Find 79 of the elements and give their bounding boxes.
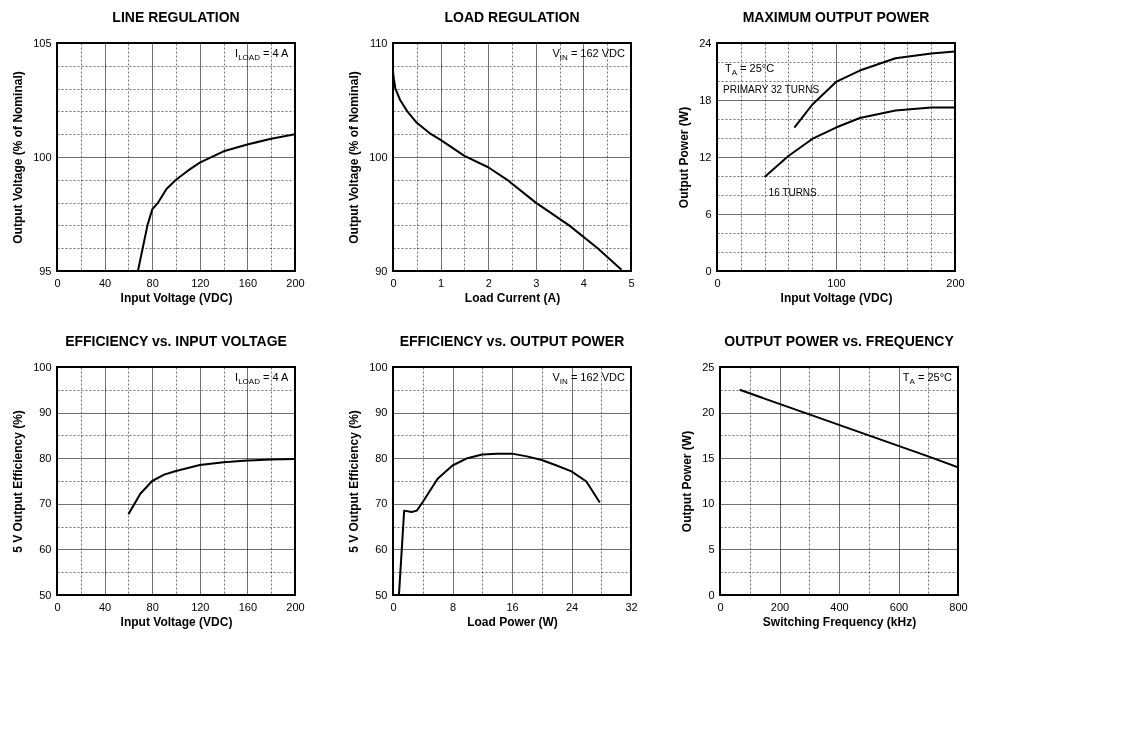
y-tick-label: 10 (702, 497, 715, 510)
y-tick-label: 24 (699, 36, 712, 49)
x-tick-label: 4 (580, 276, 587, 289)
x-tick-label: 0 (54, 276, 61, 289)
y-tick-label: 90 (375, 406, 388, 419)
y-tick-label: 90 (39, 406, 52, 419)
y-tick-label: 70 (39, 497, 52, 510)
y-tick-label: 105 (33, 36, 52, 49)
y-tick-label: 110 (369, 36, 388, 49)
y-tick-label: 70 (375, 497, 388, 510)
chart-title: LOAD REGULATION (444, 9, 580, 25)
x-tick-label: 120 (191, 600, 210, 613)
y-tick-label: 6 (705, 207, 712, 220)
x-tick-label: 200 (770, 600, 790, 613)
x-tick-label: 1 (438, 276, 445, 289)
x-tick-label: 100 (827, 276, 846, 289)
y-tick-label: 95 (39, 264, 52, 277)
y-tick-label: 25 (702, 360, 715, 373)
y-tick-label: 18 (699, 93, 712, 106)
x-tick-label: 400 (830, 600, 849, 613)
chart-title: OUTPUT POWER vs. FREQUENCY (724, 333, 955, 349)
x-tick-label: 200 (946, 276, 965, 289)
x-tick-label: 160 (238, 600, 258, 613)
x-tick-label: 2 (485, 276, 492, 289)
x-axis-title: Input Voltage (VDC) (120, 614, 233, 629)
y-tick-label: 50 (39, 588, 52, 601)
y-axis-title: 5 V Output Efficiency (%) (347, 410, 362, 553)
x-tick-label: 120 (191, 276, 210, 289)
x-tick-label: 160 (238, 276, 258, 289)
y-tick-label: 20 (702, 406, 715, 419)
y-tick-label: 100 (369, 150, 388, 163)
y-tick-label: 50 (375, 588, 388, 601)
x-tick-label: 5 (628, 276, 635, 289)
chart-title: EFFICIENCY vs. OUTPUT POWER (399, 333, 625, 349)
x-axis-title: Input Voltage (VDC) (780, 290, 893, 305)
y-tick-label: 0 (705, 264, 712, 277)
x-tick-label: 24 (565, 600, 579, 613)
x-tick-label: 40 (98, 600, 112, 613)
y-tick-label: 100 (369, 360, 388, 373)
y-axis-title: 5 V Output Efficiency (%) (11, 410, 26, 553)
chart-title: LINE REGULATION (112, 9, 240, 25)
y-axis-title: Output Power (W) (680, 430, 695, 533)
y-tick-label: 90 (375, 264, 388, 277)
y-tick-label: 100 (33, 150, 52, 163)
chart-title: MAXIMUM OUTPUT POWER (742, 9, 930, 25)
x-tick-label: 40 (98, 276, 112, 289)
y-tick-label: 100 (33, 360, 52, 373)
x-axis-title: Switching Frequency (kHz) (762, 614, 917, 629)
x-tick-label: 16 (506, 600, 519, 613)
x-axis-title: Load Current (A) (464, 290, 561, 305)
x-tick-label: 0 (54, 600, 61, 613)
series-label: 16 TURNS (768, 186, 818, 198)
x-tick-label: 80 (146, 600, 159, 613)
series-label: PRIMARY 32 TURNS (723, 83, 820, 95)
x-axis-title: Load Power (W) (467, 614, 558, 629)
y-axis-title: Output Voltage (% of Nominal) (347, 71, 362, 244)
x-tick-label: 80 (146, 276, 159, 289)
y-axis-title: Output Power (W) (677, 106, 692, 209)
x-axis-title: Input Voltage (VDC) (120, 290, 233, 305)
x-tick-label: 200 (286, 600, 305, 613)
chart-title: EFFICIENCY vs. INPUT VOLTAGE (65, 333, 287, 349)
x-tick-label: 32 (625, 600, 638, 613)
x-tick-label: 0 (390, 600, 397, 613)
x-tick-label: 8 (449, 600, 457, 613)
x-tick-label: 0 (390, 276, 397, 289)
y-tick-label: 60 (375, 542, 388, 555)
x-tick-label: 0 (717, 600, 724, 613)
x-tick-label: 800 (949, 600, 968, 613)
y-tick-label: 80 (39, 451, 52, 464)
y-tick-label: 12 (699, 150, 712, 163)
y-tick-label: 80 (375, 451, 388, 464)
x-tick-label: 200 (286, 276, 305, 289)
y-axis-title: Output Voltage (% of Nominal) (11, 71, 26, 244)
y-tick-label: 5 (708, 542, 715, 555)
y-tick-label: 0 (708, 588, 715, 601)
x-tick-label: 600 (889, 600, 909, 613)
y-tick-label: 15 (702, 451, 715, 464)
y-tick-label: 60 (39, 542, 52, 555)
x-tick-label: 3 (533, 276, 540, 289)
